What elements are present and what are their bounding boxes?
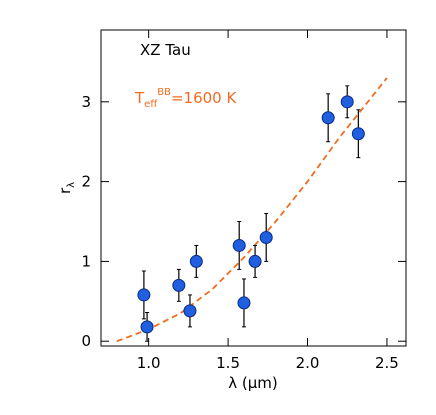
data-point	[340, 95, 354, 109]
y-axis-label: rλ	[56, 182, 77, 194]
data-point	[137, 288, 151, 302]
model-label: TeffBB=1600 K	[134, 87, 237, 110]
x-tick-label: 1.5	[216, 354, 240, 372]
x-tick-label: 2.0	[296, 354, 320, 372]
data-point	[248, 254, 262, 268]
data-point	[189, 254, 203, 268]
y-tick-label: 3	[81, 93, 91, 111]
data-point	[237, 296, 251, 310]
x-tick-label: 2.5	[375, 354, 399, 372]
data-point	[259, 230, 273, 244]
y-tick-label: 0	[81, 332, 91, 350]
model-base: T	[134, 89, 145, 107]
model-sub: eff	[144, 99, 158, 110]
model-sup: BB	[157, 87, 171, 98]
y-label-base: r	[56, 187, 74, 194]
model-rest: =1600 K	[171, 89, 238, 107]
y-tick-label: 1	[81, 252, 91, 270]
data-point	[183, 304, 197, 318]
y-label-sub: λ	[66, 182, 77, 188]
data-point	[321, 111, 335, 125]
model-curve	[116, 77, 388, 343]
data-point	[351, 127, 365, 141]
data-point	[232, 238, 246, 252]
x-axis-label: λ (μm)	[228, 374, 278, 392]
data-point	[172, 278, 186, 292]
data-point	[140, 320, 154, 334]
y-tick-label: 2	[81, 173, 91, 191]
plot-frame	[100, 29, 407, 347]
x-tick-label: 1.0	[137, 354, 161, 372]
object-name: XZ Tau	[140, 41, 191, 59]
